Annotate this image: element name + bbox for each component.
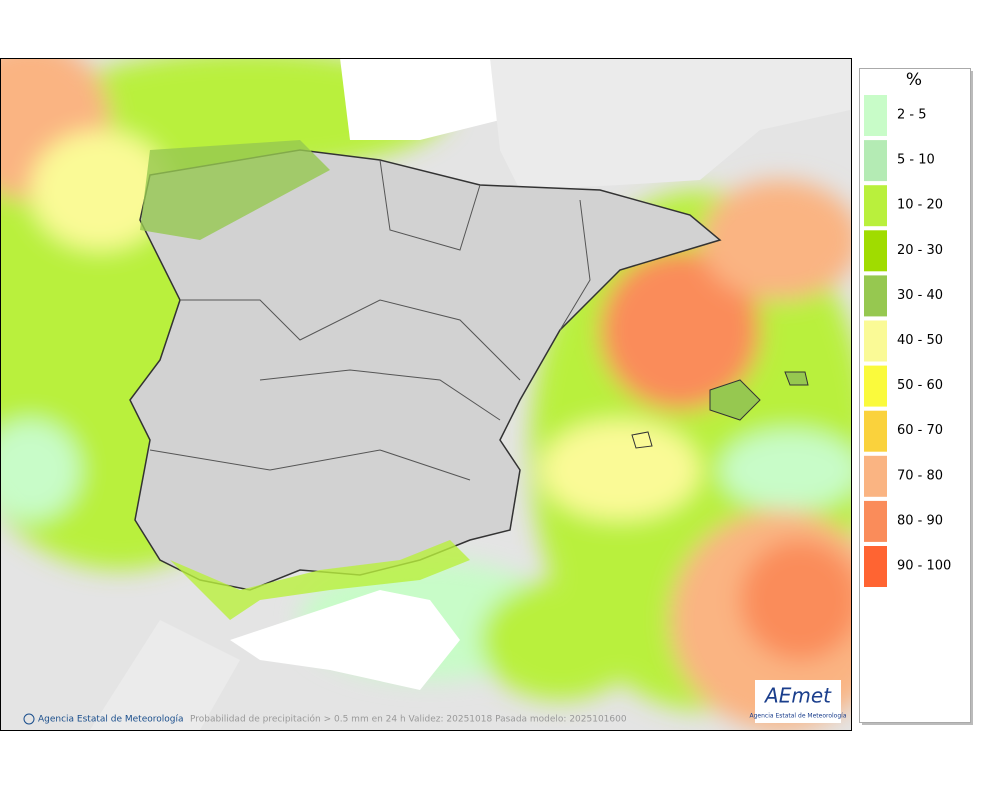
legend-swatch bbox=[864, 546, 887, 587]
caption: Probabilidad de precipitación > 0.5 mm e… bbox=[190, 714, 627, 725]
legend-swatch bbox=[864, 455, 887, 497]
borders bbox=[149, 159, 591, 481]
credit: Agencia Estatal de Meteorología bbox=[38, 715, 184, 725]
legend-swatch bbox=[864, 500, 887, 542]
legend: 2 - 5 5 - 10 10 - 20 20 - 30 30 - 40 40 - 50 5… bbox=[864, 95, 951, 587]
ibiza bbox=[631, 431, 653, 449]
legend-label: 70 - 80 bbox=[897, 468, 943, 483]
logo-box bbox=[755, 680, 841, 723]
legend-label: 5 - 10 bbox=[897, 153, 935, 168]
menorca bbox=[784, 371, 809, 386]
legend-label: 30 - 40 bbox=[897, 288, 943, 303]
legend-label: 60 - 70 bbox=[897, 423, 943, 438]
legend-swatch bbox=[864, 185, 887, 227]
legend-title: % bbox=[906, 70, 922, 90]
copyright-icon bbox=[23, 713, 35, 725]
legend-label: 20 - 30 bbox=[897, 243, 943, 258]
legend-label: 2 - 5 bbox=[897, 108, 927, 123]
legend-label: 40 - 50 bbox=[897, 333, 943, 348]
legend-label: 50 - 60 bbox=[897, 378, 943, 393]
mallorca bbox=[709, 379, 761, 421]
legend-label: 10 - 20 bbox=[897, 198, 943, 213]
legend-swatch bbox=[864, 365, 887, 407]
legend-label: 80 - 90 bbox=[897, 513, 943, 528]
france bbox=[340, 59, 500, 140]
legend-swatch bbox=[864, 275, 887, 317]
africa-west bbox=[90, 620, 240, 730]
morocco bbox=[230, 590, 460, 690]
map: AEmet Agencia Estatal de Meteorología Ag… bbox=[1, 59, 851, 730]
legend-swatch bbox=[864, 410, 887, 452]
north-west bbox=[140, 140, 330, 240]
logo-text: AEmet bbox=[763, 684, 832, 708]
map-frame bbox=[0, 58, 852, 731]
legend-swatch bbox=[864, 95, 887, 136]
logo-subtitle: Agencia Estatal de Meteorología bbox=[750, 713, 847, 720]
legend-swatch bbox=[864, 140, 887, 182]
legend-label: 90 - 100 bbox=[897, 559, 951, 574]
france-land bbox=[490, 59, 850, 190]
south-coast bbox=[170, 540, 470, 620]
legend-swatch bbox=[864, 320, 887, 362]
legend-swatch bbox=[864, 230, 887, 272]
